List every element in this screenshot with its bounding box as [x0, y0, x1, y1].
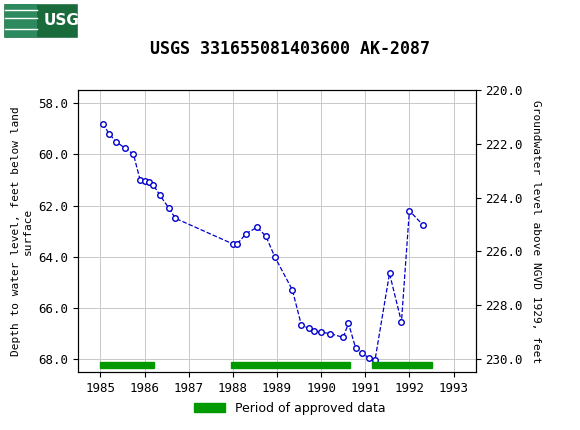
Bar — [372, 362, 432, 368]
Bar — [100, 362, 154, 368]
Y-axis label: Groundwater level above NGVD 1929, feet: Groundwater level above NGVD 1929, feet — [531, 99, 541, 363]
Bar — [5, 4, 37, 37]
Text: USGS: USGS — [44, 13, 90, 28]
Legend: Period of approved data: Period of approved data — [189, 397, 391, 420]
Y-axis label: Depth to water level, feet below land
surface: Depth to water level, feet below land su… — [12, 106, 33, 356]
Text: USGS 331655081403600 AK-2087: USGS 331655081403600 AK-2087 — [150, 40, 430, 58]
Bar — [231, 362, 350, 368]
Bar — [3, 3, 78, 37]
